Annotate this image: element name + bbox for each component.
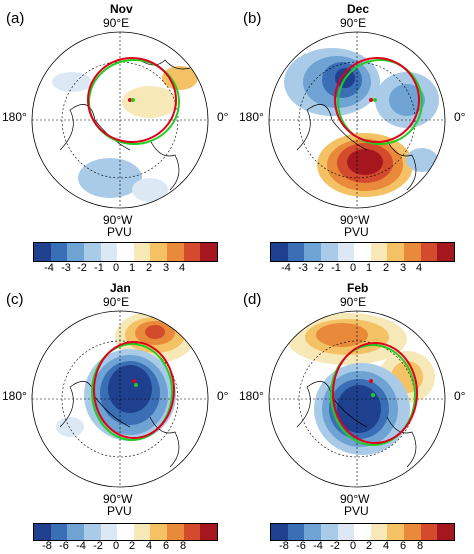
tick-label: 3	[399, 262, 407, 274]
tick-label: 3	[162, 262, 170, 274]
geo-left: 180°	[239, 389, 264, 403]
tick-label: -8	[42, 540, 52, 552]
colorbar	[270, 242, 455, 262]
geo-top: 90°E	[340, 16, 367, 30]
tick-label: 0	[112, 540, 120, 552]
tick-label: -2	[77, 262, 87, 274]
tick-label: -4	[76, 540, 86, 552]
tick-label: -4	[313, 540, 323, 552]
tick-label: -1	[94, 262, 104, 274]
month-title: Nov	[110, 2, 133, 16]
geo-right: 0°	[217, 389, 229, 403]
geo-bottom: 90°W	[340, 213, 370, 227]
geo-bottom: 90°W	[340, 492, 370, 506]
unit-label: PVU	[107, 504, 132, 518]
polar-map	[31, 310, 209, 488]
tick-label: -8	[279, 540, 289, 552]
geo-top: 90°E	[103, 295, 130, 309]
tick-label: -2	[93, 540, 103, 552]
tick-label: 6	[399, 540, 407, 552]
colorbar	[270, 523, 455, 541]
tick-label: 8	[179, 540, 187, 552]
geo-right: 0°	[454, 389, 466, 403]
panel-a: (a) Nov 90°E 180° 0° 90°W PVU -4 -3 -2 -…	[0, 0, 237, 277]
polar-map	[268, 31, 446, 209]
polar-map	[268, 310, 446, 488]
geo-bottom: 90°W	[103, 213, 133, 227]
geo-right: 0°	[217, 110, 229, 124]
month-title: Jan	[110, 281, 131, 295]
tick-label: -4	[44, 262, 54, 274]
polar-map	[31, 31, 209, 209]
tick-label: 2	[382, 262, 390, 274]
geo-top: 90°E	[340, 295, 367, 309]
unit-label: PVU	[344, 504, 369, 518]
geo-left: 180°	[2, 389, 27, 403]
tick-label: 2	[145, 262, 153, 274]
unit-label: PVU	[344, 225, 369, 239]
tick-label: -3	[298, 262, 308, 274]
tick-label: 1	[365, 262, 373, 274]
tick-label: -6	[296, 540, 306, 552]
tick-label: -1	[331, 262, 341, 274]
tick-label: 0	[112, 262, 120, 274]
geo-top: 90°E	[103, 16, 130, 30]
tick-label: 4	[178, 262, 186, 274]
tick-label: 6	[162, 540, 170, 552]
tick-label: -2	[314, 262, 324, 274]
geo-left: 180°	[2, 110, 27, 124]
panel-d: (d) Feb 90°E 180° 0° 90°W PVU -8	[237, 277, 474, 554]
month-title: Feb	[347, 281, 369, 295]
tick-label: 0	[349, 262, 357, 274]
tick-label: 1	[128, 262, 136, 274]
geo-right: 0°	[454, 110, 466, 124]
tick-label: -2	[330, 540, 340, 552]
panel-letter: (c)	[6, 291, 24, 308]
geo-left: 180°	[239, 110, 264, 124]
panel-letter: (d)	[243, 291, 262, 308]
colorbar	[33, 242, 218, 262]
panel-b: (b) Dec 90°E 180° 0° 90°W PVU	[237, 0, 474, 277]
month-title: Dec	[347, 2, 370, 16]
tick-label: -3	[61, 262, 71, 274]
tick-label: 0	[349, 540, 357, 552]
tick-label: -6	[59, 540, 69, 552]
panel-c: (c) Jan 90°E 180° 0° 90°W PVU -8	[0, 277, 237, 554]
panel-letter: (a)	[6, 10, 25, 27]
geo-bottom: 90°W	[103, 492, 133, 506]
tick-label: 4	[415, 262, 423, 274]
tick-label: 2	[365, 540, 373, 552]
unit-label: PVU	[107, 225, 132, 239]
panel-letter: (b)	[243, 10, 262, 27]
tick-label: 4	[382, 540, 390, 552]
tick-label: 8	[416, 540, 424, 552]
tick-label: 2	[128, 540, 136, 552]
tick-label: 4	[145, 540, 153, 552]
tick-label: -4	[281, 262, 291, 274]
colorbar	[33, 523, 218, 541]
